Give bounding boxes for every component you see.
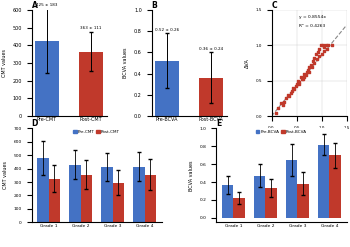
Point xyxy=(306,64,312,68)
Text: D: D xyxy=(32,120,38,128)
Bar xyxy=(35,41,59,116)
Point xyxy=(303,73,308,77)
Text: B: B xyxy=(152,1,157,10)
Point xyxy=(311,61,317,65)
Text: 0.36 ± 0.24: 0.36 ± 0.24 xyxy=(199,47,223,51)
Bar xyxy=(254,176,265,218)
Point xyxy=(319,52,324,56)
Y-axis label: ΔVA: ΔVA xyxy=(245,58,250,68)
Point xyxy=(304,70,309,74)
Point xyxy=(281,100,287,104)
Bar xyxy=(49,179,60,222)
Bar xyxy=(37,158,49,222)
Bar xyxy=(298,184,309,218)
Text: 0.52 ± 0.26: 0.52 ± 0.26 xyxy=(155,28,179,32)
Point xyxy=(299,77,304,81)
Text: R² = 0.4263: R² = 0.4263 xyxy=(299,24,325,28)
Point xyxy=(309,64,314,68)
Point xyxy=(290,86,295,90)
X-axis label: ΔCMT: ΔCMT xyxy=(302,135,316,140)
Point xyxy=(293,84,298,88)
Point xyxy=(318,43,323,47)
Text: y = 0.8554x: y = 0.8554x xyxy=(299,15,326,19)
Point xyxy=(324,47,329,51)
Bar xyxy=(318,144,329,218)
Point xyxy=(301,75,307,79)
Point xyxy=(301,72,307,76)
Point xyxy=(285,93,290,97)
Point xyxy=(296,82,302,86)
Point xyxy=(295,79,300,83)
Point xyxy=(305,68,310,72)
Bar xyxy=(102,167,113,222)
Point xyxy=(296,80,302,84)
Point xyxy=(275,106,280,110)
Point xyxy=(298,75,303,79)
Bar xyxy=(222,185,233,218)
Point xyxy=(283,96,288,100)
Y-axis label: CMT values: CMT values xyxy=(2,49,7,77)
Point xyxy=(321,49,327,53)
Bar xyxy=(113,183,124,222)
Y-axis label: CMT values: CMT values xyxy=(3,161,8,189)
Point xyxy=(294,82,299,86)
Legend: Pre-BCVA, Post-BCVA: Pre-BCVA, Post-BCVA xyxy=(254,129,309,136)
Bar xyxy=(199,78,223,116)
Point xyxy=(329,43,334,47)
Bar xyxy=(80,175,92,222)
Bar xyxy=(79,52,103,116)
Point xyxy=(316,47,322,51)
Bar xyxy=(265,188,276,218)
Point xyxy=(306,70,312,74)
Text: 425 ± 183: 425 ± 183 xyxy=(36,3,58,7)
Point xyxy=(321,45,327,49)
Y-axis label: BCVA values: BCVA values xyxy=(124,48,128,78)
Bar xyxy=(233,198,245,218)
Point xyxy=(300,77,305,81)
Text: C: C xyxy=(272,1,277,10)
Point xyxy=(273,111,278,115)
Legend: Pre-CMT, Post-CMT: Pre-CMT, Post-CMT xyxy=(71,129,121,136)
Point xyxy=(325,43,330,47)
Y-axis label: BCVA values: BCVA values xyxy=(189,160,194,191)
Bar xyxy=(329,155,341,218)
Bar xyxy=(69,165,80,222)
Bar xyxy=(155,61,179,116)
Point xyxy=(286,94,292,98)
Point xyxy=(315,50,320,54)
Point xyxy=(313,52,318,56)
Bar xyxy=(145,175,156,222)
Point xyxy=(308,63,313,67)
Point xyxy=(310,59,315,63)
Point xyxy=(291,87,297,91)
Bar xyxy=(286,160,297,218)
Point xyxy=(280,103,285,107)
Point xyxy=(314,58,319,62)
Point xyxy=(278,101,283,105)
Text: E: E xyxy=(216,120,222,128)
Point xyxy=(323,43,328,47)
Point xyxy=(320,43,325,47)
Point xyxy=(289,89,294,93)
Point xyxy=(316,54,322,58)
Bar xyxy=(133,167,145,222)
Point xyxy=(311,56,317,60)
Text: A: A xyxy=(32,1,37,10)
Point xyxy=(288,91,293,95)
Text: 363 ± 111: 363 ± 111 xyxy=(80,26,102,30)
